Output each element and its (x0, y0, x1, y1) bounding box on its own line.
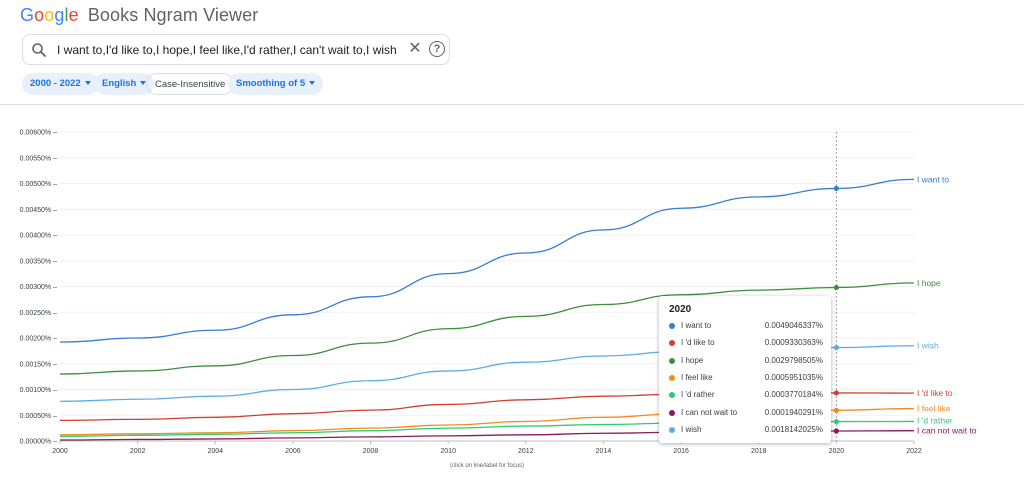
series-point (833, 407, 839, 413)
x-tick-label: 2016 (673, 448, 689, 455)
y-tick-label: 0.00300% – (20, 284, 57, 291)
tooltip-row: I wish 0.0018142025% (659, 424, 831, 438)
tooltip-row: I hope 0.0029798505% (659, 355, 831, 369)
tooltip-series-name: I feel like (681, 372, 713, 382)
year-range-chip[interactable]: 2000 - 2022 (22, 73, 99, 95)
series-color-dot (669, 426, 675, 433)
series-end-label[interactable]: I wish (917, 341, 939, 351)
series-point (833, 428, 839, 434)
series-point (833, 344, 839, 351)
series-color-dot (669, 409, 675, 416)
tooltip-series-value: 0.0029798505% (764, 355, 823, 365)
y-tick-label: 0.00450% – (20, 207, 57, 214)
y-tick-label: 0.00050% – (20, 413, 57, 420)
tooltip-row: I feel like 0.0005951035% (659, 372, 831, 386)
y-tick-label: 0.00400% – (20, 233, 57, 240)
tooltip-series-value: 0.0005951035% (764, 372, 823, 382)
tooltip-series-value: 0.0049046337% (764, 321, 823, 330)
x-tick-label: 2022 (906, 448, 922, 455)
y-tick-label: 0.00250% – (20, 310, 57, 317)
tooltip-row: I want to 0.0049046337% (659, 320, 831, 334)
series-end-label[interactable]: I feel like (917, 404, 951, 414)
series-color-dot (669, 357, 675, 364)
x-tick-label: 2014 (596, 448, 612, 455)
series-end-label[interactable]: I hope (917, 278, 941, 288)
series-end-label[interactable]: I can not wait to (917, 426, 977, 436)
tooltip-row: I can not wait to 0.0001940291% (659, 407, 831, 421)
chevron-down-icon (140, 81, 147, 86)
series-point (833, 284, 839, 291)
language-chip[interactable]: English (94, 73, 155, 95)
tooltip-row: I 'd rather 0.0003770184% (659, 389, 831, 403)
series-point (833, 390, 839, 396)
tooltip-row: I 'd like to 0.0009330363% (659, 337, 831, 351)
x-axis: 2000 2002 2004 2006 2008 2010 2012 2014 2016 2018… (52, 441, 922, 455)
x-tick-label: 2006 (285, 448, 301, 455)
footer-note: (click on line/label for focus) (450, 463, 524, 469)
tooltip-series-value: 0.0018142025% (764, 424, 823, 434)
x-tick-label: 2018 (751, 448, 767, 455)
language-label: English (102, 78, 137, 89)
y-tick-label: 0.00550% – (20, 155, 57, 162)
y-tick-label: 0.00350% – (20, 258, 57, 265)
series-end-label[interactable]: I 'd like to (917, 388, 953, 398)
x-tick-label: 2002 (130, 448, 146, 455)
tooltip-series-name: I want to (681, 321, 712, 330)
help-icon[interactable]: ? (429, 41, 445, 57)
case-insensitive-chip[interactable]: Case-Insensitive (146, 73, 235, 95)
y-tick-label: 0.00600% – (20, 130, 57, 137)
tooltip-year: 2020 (669, 304, 692, 315)
y-tick-label: 0.00150% – (20, 361, 57, 368)
tooltip-series-name: I 'd like to (681, 338, 715, 348)
app-title: Books Ngram Viewer (87, 5, 259, 25)
series-line[interactable] (59, 282, 915, 375)
x-tick-label: 2008 (363, 448, 379, 455)
search-input[interactable]: I want to,I'd like to,I hope,I feel like… (57, 43, 397, 57)
search-box[interactable]: I want to,I'd like to,I hope,I feel like… (22, 34, 450, 65)
tooltip-series-value: 0.0003770184% (764, 390, 823, 400)
y-axis: 0.00000% – 0.00050% – 0.00100% – 0.00150% –… (20, 130, 57, 446)
x-tick-label: 2000 (52, 448, 68, 455)
series-color-dot (669, 374, 675, 381)
tooltip-series-name: I can not wait to (681, 407, 738, 417)
x-tick-label: 2010 (440, 448, 456, 455)
series-color-dot (669, 323, 675, 329)
series-line[interactable] (59, 178, 915, 343)
smoothing-chip[interactable]: Smoothing of 5 (228, 73, 324, 95)
clear-search-icon[interactable]: ✕ (408, 40, 422, 57)
year-range-label: 2000 - 2022 (30, 78, 81, 89)
x-tick-label: 2004 (207, 448, 223, 455)
ngram-chart: 0.00000% – 0.00050% – 0.00100% – 0.00150% –… (20, 130, 977, 470)
y-tick-label: 0.00100% – (20, 387, 57, 394)
series-color-dot (669, 392, 675, 399)
series-end-labels: I want to I hope I wish I 'd like to I feel … (917, 174, 977, 435)
series-end-label[interactable]: I 'd rather (917, 415, 953, 425)
header: Google Books Ngram Viewer I want to,I'd … (0, 0, 1024, 105)
y-tick-label: 0.00000% – (20, 439, 57, 446)
case-label: Case-Insensitive (155, 79, 226, 90)
chevron-down-icon (84, 81, 91, 86)
tooltip-series-name: I wish (681, 424, 702, 434)
chevron-down-icon (309, 81, 316, 86)
tooltip-series-value: 0.0001940291% (764, 407, 823, 417)
x-tick-label: 2012 (518, 448, 534, 455)
series-point (833, 185, 839, 192)
smoothing-label: Smoothing of 5 (236, 78, 306, 89)
y-tick-label: 0.00500% – (20, 181, 57, 188)
tooltip-series-name: I hope (681, 355, 704, 365)
series-color-dot (669, 340, 675, 347)
tooltip-series-name: I 'd rather (681, 390, 715, 400)
tooltip-series-value: 0.0009330363% (764, 338, 823, 348)
hover-dots (833, 185, 839, 434)
logo[interactable]: Google Books Ngram Viewer (20, 5, 258, 26)
series-point (833, 418, 839, 425)
search-icon (32, 43, 46, 57)
series-end-label[interactable]: I want to (917, 174, 949, 184)
tooltip: 2020 I want to 0.0049046337% I 'd like to 0… (659, 296, 831, 443)
y-tick-label: 0.00200% – (20, 336, 57, 343)
x-tick-label: 2020 (829, 448, 845, 455)
google-wordmark: Google (20, 5, 79, 25)
